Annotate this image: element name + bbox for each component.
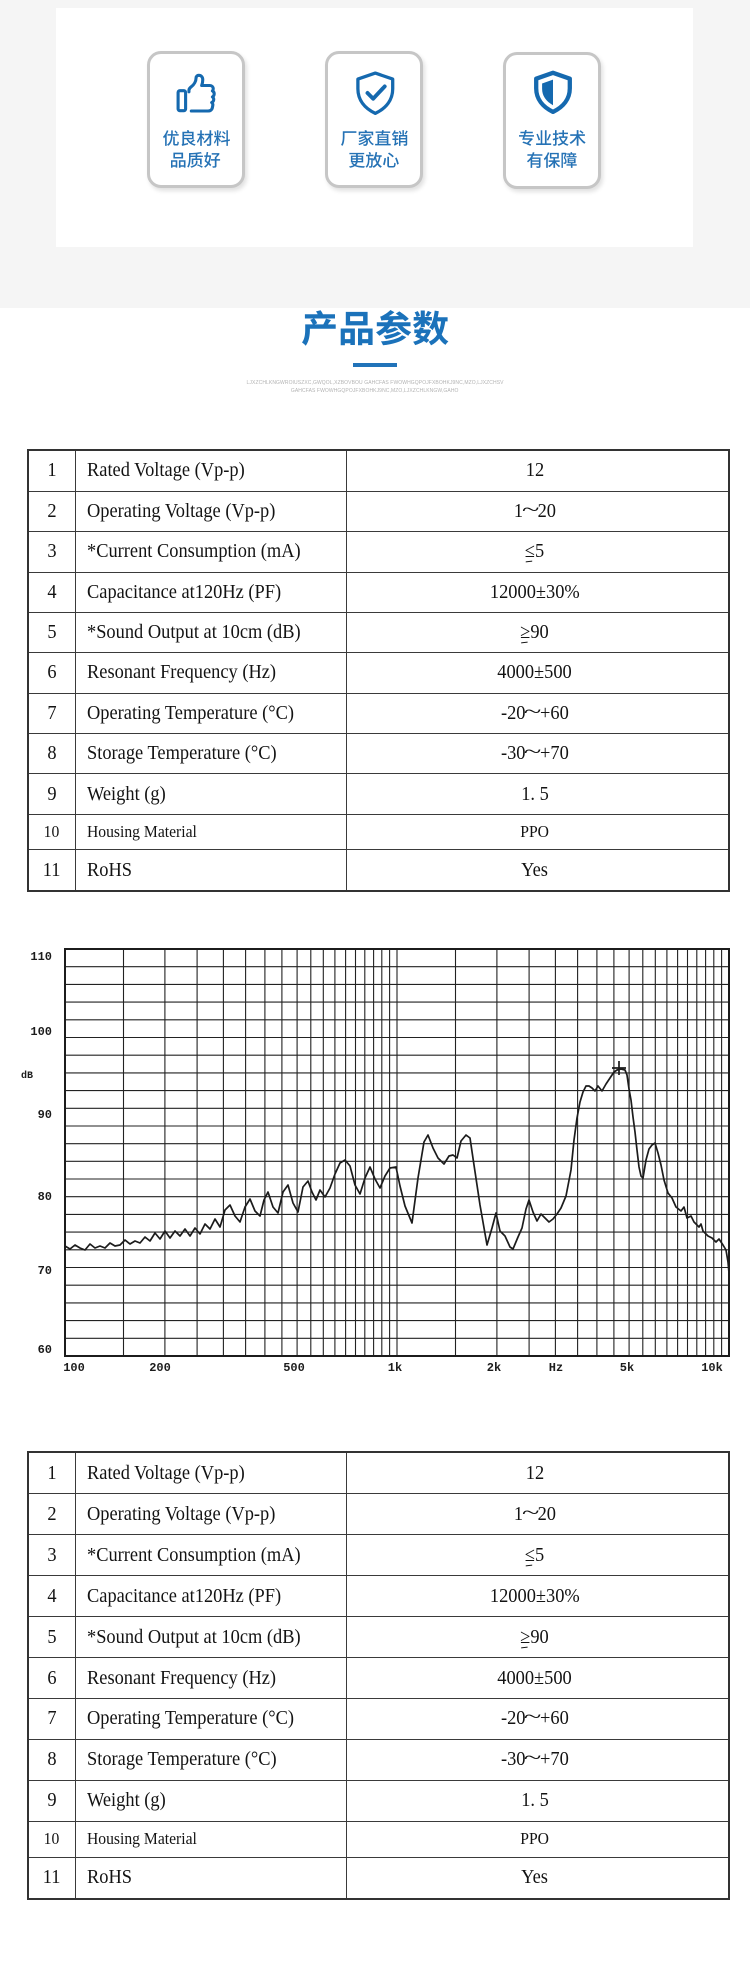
svg-text:70: 70 [38,1264,52,1278]
svg-text:90: 90 [38,1108,52,1122]
svg-text:dB: dB [21,1070,33,1082]
svg-text:2k: 2k [487,1361,501,1375]
svg-text:200: 200 [149,1361,171,1375]
svg-text:80: 80 [38,1190,52,1204]
svg-text:Hz: Hz [549,1361,563,1375]
svg-text:5k: 5k [620,1361,634,1375]
svg-text:10k: 10k [701,1361,723,1375]
svg-text:110: 110 [30,950,52,964]
svg-text:60: 60 [38,1343,52,1357]
svg-text:100: 100 [63,1361,85,1375]
svg-text:500: 500 [283,1361,305,1375]
svg-text:1k: 1k [388,1361,402,1375]
svg-text:100: 100 [30,1025,52,1039]
